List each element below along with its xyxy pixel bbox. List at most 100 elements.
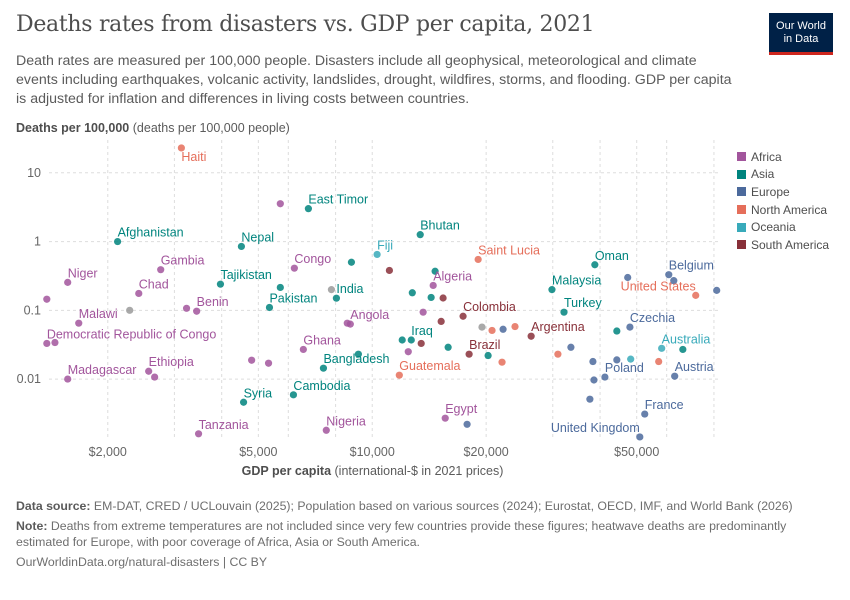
legend-label: South America <box>751 237 830 252</box>
data-point <box>586 395 594 403</box>
data-point <box>327 286 336 294</box>
point-label: Angola <box>350 308 389 322</box>
data-point <box>304 205 312 213</box>
data-point <box>289 391 298 399</box>
data-point <box>319 364 328 372</box>
point-label: Syria <box>244 386 273 400</box>
data-point <box>177 144 185 152</box>
data-point <box>151 373 159 381</box>
y-tick-label: 1 <box>34 235 41 249</box>
point-label: Austria <box>675 360 714 374</box>
data-point <box>343 319 351 327</box>
point-label: Australia <box>662 332 711 346</box>
point-label: Afghanistan <box>118 226 184 240</box>
data-point <box>64 375 72 383</box>
data-point <box>692 291 700 299</box>
data-point <box>239 398 248 406</box>
point-label: Poland <box>605 361 644 375</box>
legend-item[interactable]: Africa <box>737 148 829 166</box>
data-point <box>347 258 356 266</box>
data-point <box>459 312 467 320</box>
y-axis-label-unit: (deaths per 100,000 people) <box>132 121 290 135</box>
source-url-link[interactable]: OurWorldinData.org/natural-disasters | C… <box>16 555 268 569</box>
legend-swatch <box>737 222 746 232</box>
point-label: Ethiopia <box>149 355 194 369</box>
data-point <box>43 295 51 303</box>
data-point <box>465 350 473 358</box>
x-axis-label-bold: GDP per capita <box>241 464 332 478</box>
data-point <box>437 317 445 326</box>
data-point <box>265 303 274 312</box>
data-point <box>332 294 341 302</box>
data-point <box>671 372 679 380</box>
legend-item[interactable]: South America <box>737 236 829 254</box>
point-label: Brazil <box>469 338 500 352</box>
x-tick-label: $5,000 <box>239 445 277 459</box>
logo-line-1: Our World <box>776 19 826 32</box>
data-point <box>322 426 330 434</box>
legend-item[interactable]: Oceania <box>737 218 829 236</box>
legend-item[interactable]: Europe <box>737 183 829 201</box>
data-point <box>373 250 381 259</box>
data-point <box>511 322 519 331</box>
y-tick-label: 10 <box>27 166 41 180</box>
legend-swatch <box>737 187 746 197</box>
data-point <box>417 339 425 348</box>
point-label: Democratic Republic of Congo <box>47 327 217 341</box>
data-point <box>679 345 687 354</box>
point-label: Gambia <box>161 254 205 268</box>
y-axis-label-bold: Deaths per 100,000 <box>16 121 130 135</box>
point-label: Argentina <box>531 320 585 334</box>
point-label: Tajikistan <box>220 268 271 282</box>
data-point <box>641 410 649 418</box>
x-tick-label: $2,000 <box>89 445 127 459</box>
point-label: Benin <box>197 295 229 309</box>
data-point <box>276 200 284 208</box>
point-label: United Kingdom <box>551 421 640 435</box>
data-point <box>658 344 666 352</box>
data-point <box>626 323 634 331</box>
legend: Africa Asia Europe North America Oceania Sout… <box>737 148 829 254</box>
data-point <box>478 323 486 331</box>
data-point <box>624 273 632 282</box>
point-label: Algeria <box>433 269 472 283</box>
data-point <box>290 264 298 272</box>
data-point <box>601 373 609 381</box>
legend-swatch <box>737 169 746 179</box>
point-label: East Timor <box>308 193 368 207</box>
point-label: Egypt <box>445 402 477 416</box>
point-label: Oman <box>595 249 629 263</box>
data-point <box>655 357 663 366</box>
logo-line-2: in Data <box>783 32 819 45</box>
legend-swatch <box>737 240 746 250</box>
point-label: Fiji <box>377 238 393 252</box>
data-point <box>395 371 403 379</box>
point-label: Niger <box>68 266 98 280</box>
data-point <box>429 281 437 290</box>
point-label: Pakistan <box>269 291 317 305</box>
data-point <box>51 338 59 347</box>
data-point <box>157 266 165 274</box>
point-label: Nigeria <box>326 414 366 428</box>
legend-item[interactable]: Asia <box>737 166 829 184</box>
owid-logo[interactable]: Our World in Data <box>769 13 833 55</box>
data-point <box>398 336 406 344</box>
footer: Data source: EM-DAT, CRED / UCLouvain (2… <box>16 498 826 574</box>
data-point <box>499 325 507 333</box>
data-point <box>548 286 556 294</box>
data-point <box>627 355 635 363</box>
legend-item[interactable]: North America <box>737 201 829 219</box>
y-tick-label: 0.1 <box>24 303 41 317</box>
point-label: Chad <box>139 277 169 291</box>
chart-title: Deaths rates from disasters vs. GDP per … <box>16 12 595 37</box>
legend-label: Africa <box>751 149 782 164</box>
data-point <box>439 294 447 302</box>
source-label: Data source: <box>16 499 91 513</box>
note-label: Note: <box>16 519 48 533</box>
data-point <box>299 345 307 354</box>
data-point <box>248 356 256 364</box>
data-point <box>498 358 506 366</box>
x-tick-label: $20,000 <box>464 445 509 459</box>
point-label: Colombia <box>463 300 516 314</box>
